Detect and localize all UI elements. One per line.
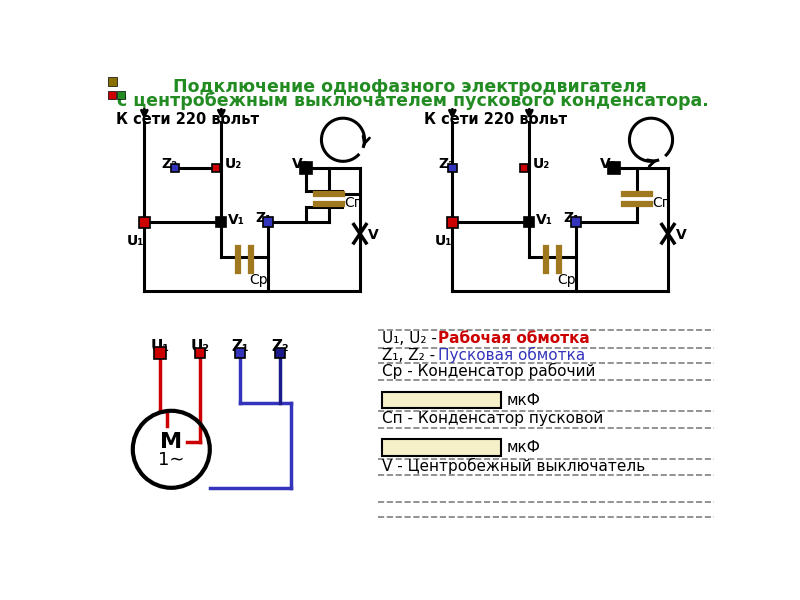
Bar bbox=[235, 348, 245, 358]
Text: Z₁: Z₁ bbox=[255, 211, 272, 226]
Text: M: M bbox=[160, 431, 182, 452]
Text: мкФ: мкФ bbox=[507, 440, 541, 455]
Text: V₁: V₁ bbox=[227, 213, 244, 227]
Text: U₂: U₂ bbox=[190, 339, 210, 354]
Text: Z₁: Z₁ bbox=[563, 211, 580, 226]
Bar bbox=[108, 91, 116, 99]
Bar bbox=[570, 217, 581, 227]
Text: Cп: Cп bbox=[652, 196, 670, 210]
Text: Cр - Конденсатор рабочий: Cр - Конденсатор рабочий bbox=[382, 362, 595, 379]
Bar bbox=[118, 91, 125, 99]
Text: Z₁: Z₁ bbox=[231, 339, 249, 354]
Bar bbox=[608, 163, 620, 174]
Text: Z₂: Z₂ bbox=[161, 157, 177, 170]
Bar bbox=[300, 163, 312, 174]
Text: V₁: V₁ bbox=[535, 213, 552, 227]
Bar bbox=[382, 439, 501, 456]
Bar bbox=[262, 217, 273, 227]
Text: Z₂: Z₂ bbox=[271, 339, 289, 354]
Text: V₂: V₂ bbox=[599, 157, 616, 170]
Text: К сети 220 вольт: К сети 220 вольт bbox=[116, 112, 259, 127]
Text: Пусковая обмотка: Пусковая обмотка bbox=[438, 347, 585, 364]
Bar bbox=[154, 347, 166, 359]
Text: U₁: U₁ bbox=[126, 233, 144, 248]
Text: V: V bbox=[676, 228, 686, 242]
Bar bbox=[447, 217, 458, 227]
Text: Cр: Cр bbox=[557, 273, 576, 287]
Text: V: V bbox=[368, 228, 378, 242]
Text: мкФ: мкФ bbox=[507, 392, 541, 407]
Text: U₂: U₂ bbox=[226, 157, 242, 170]
Text: Подключение однофазного электродвигателя: Подключение однофазного электродвигателя bbox=[173, 78, 647, 96]
Text: Cп: Cп bbox=[344, 196, 362, 210]
Text: Z₂: Z₂ bbox=[438, 157, 454, 170]
Text: 1∼: 1∼ bbox=[158, 451, 185, 469]
Bar bbox=[382, 392, 501, 409]
Bar bbox=[275, 348, 285, 358]
Bar bbox=[108, 77, 118, 86]
Text: U₂: U₂ bbox=[534, 157, 550, 170]
Text: U₁: U₁ bbox=[434, 233, 452, 248]
Bar bbox=[139, 217, 150, 227]
Text: U₁: U₁ bbox=[150, 339, 170, 354]
Text: V₂: V₂ bbox=[291, 157, 308, 170]
Bar bbox=[448, 164, 457, 172]
Text: Cр: Cр bbox=[249, 273, 268, 287]
Text: с центробежным выключателем пускового конденсатора.: с центробежным выключателем пускового ко… bbox=[111, 92, 709, 110]
Text: U₁, U₂ -: U₁, U₂ - bbox=[382, 331, 442, 346]
Bar bbox=[216, 217, 226, 227]
Bar bbox=[524, 217, 534, 227]
Bar bbox=[212, 164, 220, 172]
Bar bbox=[520, 164, 528, 172]
Text: К сети 220 вольт: К сети 220 вольт bbox=[424, 112, 567, 127]
Bar bbox=[171, 164, 179, 172]
Text: V - Центробежный выключатель: V - Центробежный выключатель bbox=[382, 458, 645, 475]
Text: Cп - Конденсатор пусковой: Cп - Конденсатор пусковой bbox=[382, 411, 602, 426]
Text: Z₁, Z₂ -: Z₁, Z₂ - bbox=[382, 348, 439, 363]
Bar bbox=[194, 348, 205, 358]
Text: Рабочая обмотка: Рабочая обмотка bbox=[438, 331, 590, 346]
